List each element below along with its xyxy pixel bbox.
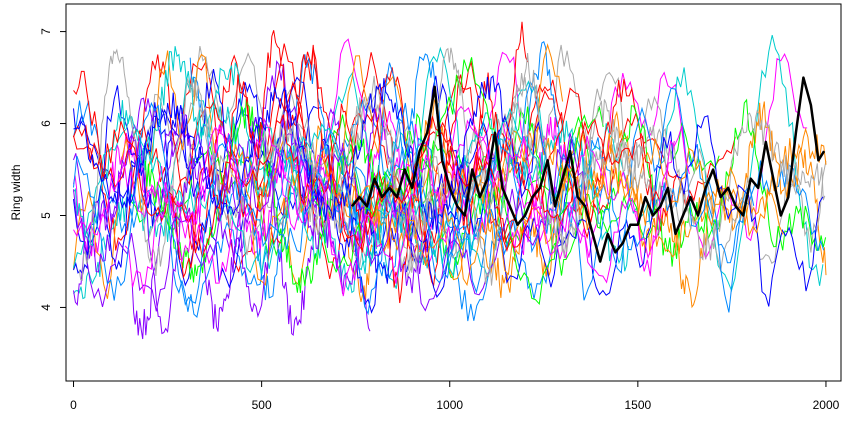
- background-series-line: [73, 101, 484, 316]
- mean-series-line: [350, 76, 826, 263]
- background-series-line: [309, 57, 604, 306]
- background-series-line: [366, 98, 827, 279]
- background-series-line: [124, 117, 690, 297]
- background-series-line: [78, 47, 676, 286]
- y-axis: 4 5 6 7: [39, 28, 66, 311]
- background-series-line: [317, 124, 827, 258]
- x-tick-label: 500: [252, 398, 272, 412]
- background-series-line: [144, 99, 389, 294]
- x-tick-label: 2000: [813, 398, 840, 412]
- mean-series-group: [350, 76, 826, 263]
- x-axis: 0 500 1000 1500 2000: [70, 381, 840, 412]
- background-series-group: [73, 21, 827, 340]
- background-series-line: [364, 120, 675, 277]
- plot-frame: [65, 3, 842, 382]
- background-series-line: [73, 75, 505, 234]
- background-series-line: [406, 114, 824, 307]
- background-series-line: [244, 138, 784, 287]
- background-series-line: [73, 133, 588, 312]
- background-series-line: [73, 107, 545, 277]
- background-series-line: [296, 93, 826, 261]
- y-tick-label: 6: [39, 120, 53, 127]
- y-tick-label: 5: [39, 212, 53, 219]
- y-axis-title: Ring width: [9, 164, 23, 220]
- x-tick-label: 1000: [436, 398, 463, 412]
- y-tick-label: 7: [39, 28, 53, 35]
- background-series-line: [73, 107, 431, 335]
- background-series-line: [73, 69, 469, 284]
- background-series-line: [281, 129, 825, 264]
- y-tick-label: 4: [39, 304, 53, 311]
- x-tick-label: 0: [70, 398, 77, 412]
- background-series-line: [189, 41, 567, 301]
- x-tick-label: 1500: [624, 398, 651, 412]
- background-series-line: [139, 44, 827, 279]
